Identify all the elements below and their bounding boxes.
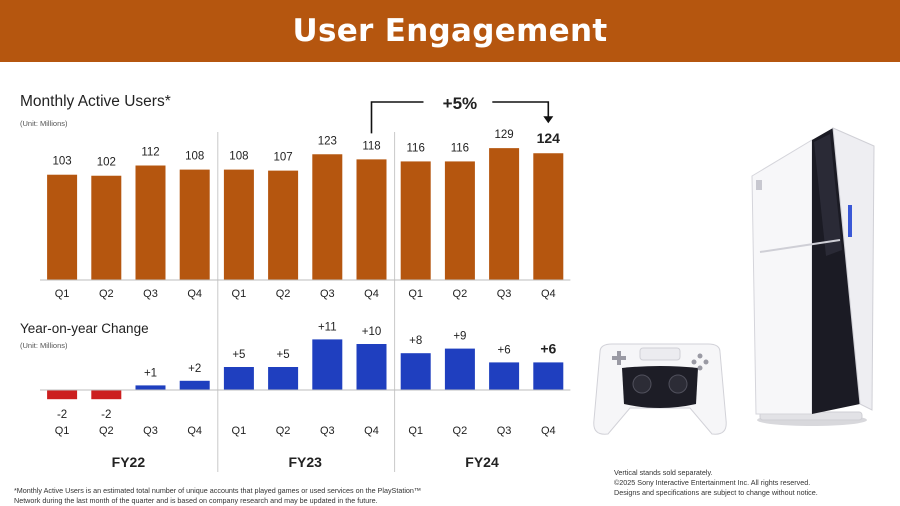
yoy-value-label: +8: [409, 335, 422, 347]
mau-quarter-label: Q4: [541, 288, 556, 300]
yoy-bar: [356, 344, 387, 390]
controller-icon: [593, 343, 727, 435]
mau-unit-label: (Unit: Millions): [20, 119, 68, 128]
mau-bar: [135, 165, 166, 280]
fiscal-year-label: FY24: [465, 454, 499, 470]
yoy-bar: [91, 390, 122, 400]
mau-value-label: 102: [97, 157, 116, 169]
yoy-value-label: +11: [318, 321, 337, 333]
yoy-quarter-label: Q1: [55, 425, 70, 437]
yoy-bar: [179, 380, 210, 390]
page-title: User Engagement: [292, 13, 608, 49]
mau-value-label: 108: [185, 151, 204, 163]
legal-note-line: Vertical stands sold separately.: [614, 468, 713, 477]
mau-bar: [356, 159, 387, 280]
legal-notes: Vertical stands sold separately. ©2025 S…: [614, 468, 894, 498]
yoy-quarter-label: Q3: [497, 425, 512, 437]
yoy-value-label: -2: [101, 409, 111, 421]
footnote-line: *Monthly Active Users is an estimated to…: [14, 486, 422, 495]
yoy-bar: [444, 348, 475, 390]
growth-bracket-right: [492, 101, 550, 118]
mau-bar: [489, 148, 520, 280]
mau-bar: [179, 169, 210, 280]
yoy-title: Year-on-year Change: [20, 321, 149, 336]
mau-bar: [223, 169, 254, 280]
yoy-value-label: +6: [498, 344, 511, 356]
mau-quarter-label: Q1: [408, 288, 423, 300]
growth-arrow-head: [543, 116, 554, 124]
mau-bar: [444, 161, 475, 280]
mau-chart: Monthly Active Users* (Unit: Millions) 103…: [20, 93, 571, 472]
header-bar: User Engagement: [0, 0, 900, 62]
mau-value-label: 112: [141, 147, 159, 159]
mau-bar: [312, 154, 343, 280]
yoy-value-label: +1: [144, 367, 157, 379]
mau-value-label: 116: [451, 142, 469, 154]
fiscal-year-label: FY23: [288, 454, 322, 470]
mau-quarter-label: Q4: [187, 288, 202, 300]
yoy-quarter-label: Q3: [320, 425, 335, 437]
yoy-quarter-label: Q2: [99, 425, 114, 437]
mau-quarter-label: Q3: [143, 288, 158, 300]
mau-quarter-label: Q4: [364, 288, 379, 300]
mau-quarter-label: Q3: [497, 288, 512, 300]
mau-value-label: 129: [495, 129, 514, 141]
mau-quarter-label: Q3: [320, 288, 335, 300]
yoy-bar: [268, 367, 299, 390]
mau-quarter-label: Q1: [232, 288, 247, 300]
mau-bar: [533, 153, 564, 280]
yoy-bar: [489, 362, 520, 390]
yoy-bar: [312, 339, 343, 390]
mau-bar: [400, 161, 431, 280]
mau-quarter-label: Q2: [276, 288, 291, 300]
mau-value-label: 118: [362, 140, 380, 152]
mau-title: Monthly Active Users*: [20, 93, 171, 110]
legal-note-line: ©2025 Sony Interactive Entertainment Inc…: [614, 478, 811, 487]
yoy-value-label: +10: [362, 326, 382, 338]
mau-quarter-label: Q2: [99, 288, 114, 300]
mau-value-label: 103: [53, 156, 72, 168]
mau-value-label: 124: [537, 130, 561, 146]
mau-quarter-label: Q1: [55, 288, 70, 300]
mau-quarter-label: Q2: [453, 288, 468, 300]
footnote-line: Network during the last month of the qua…: [14, 496, 378, 505]
yoy-quarter-label: Q4: [364, 425, 379, 437]
mau-bar: [47, 174, 78, 280]
yoy-value-label: +9: [453, 331, 466, 343]
yoy-quarter-label: Q2: [276, 425, 291, 437]
yoy-quarter-label: Q2: [453, 425, 468, 437]
footnote: *Monthly Active Users is an estimated to…: [14, 486, 534, 506]
yoy-bar: [533, 362, 564, 390]
yoy-value-label: +6: [540, 340, 556, 356]
yoy-value-label: +5: [277, 349, 290, 361]
mau-bar: [268, 170, 299, 280]
mau-value-label: 107: [274, 152, 293, 164]
mau-bar: [91, 175, 122, 280]
yoy-quarter-label: Q4: [541, 425, 556, 437]
mau-value-label: 123: [318, 135, 337, 147]
yoy-bar: [135, 385, 166, 390]
yoy-quarter-label: Q4: [187, 425, 202, 437]
fiscal-year-label: FY22: [112, 454, 146, 470]
console-icon: [751, 127, 875, 426]
yoy-quarter-label: Q3: [143, 425, 158, 437]
yoy-value-label: +2: [188, 363, 201, 375]
yoy-value-label: +5: [232, 349, 245, 361]
mau-value-label: 108: [229, 151, 248, 163]
yoy-value-label: -2: [57, 409, 67, 421]
mau-value-label: 116: [407, 142, 425, 154]
growth-annotation: +5%: [443, 94, 478, 113]
growth-bracket-left: [370, 101, 424, 134]
yoy-quarter-label: Q1: [232, 425, 247, 437]
legal-note-line: Designs and specifications are subject t…: [614, 488, 818, 497]
yoy-bar: [223, 367, 254, 390]
yoy-quarter-label: Q1: [408, 425, 423, 437]
yoy-bar: [47, 390, 78, 400]
yoy-unit-label: (Unit: Millions): [20, 341, 68, 350]
yoy-bar: [400, 353, 431, 390]
